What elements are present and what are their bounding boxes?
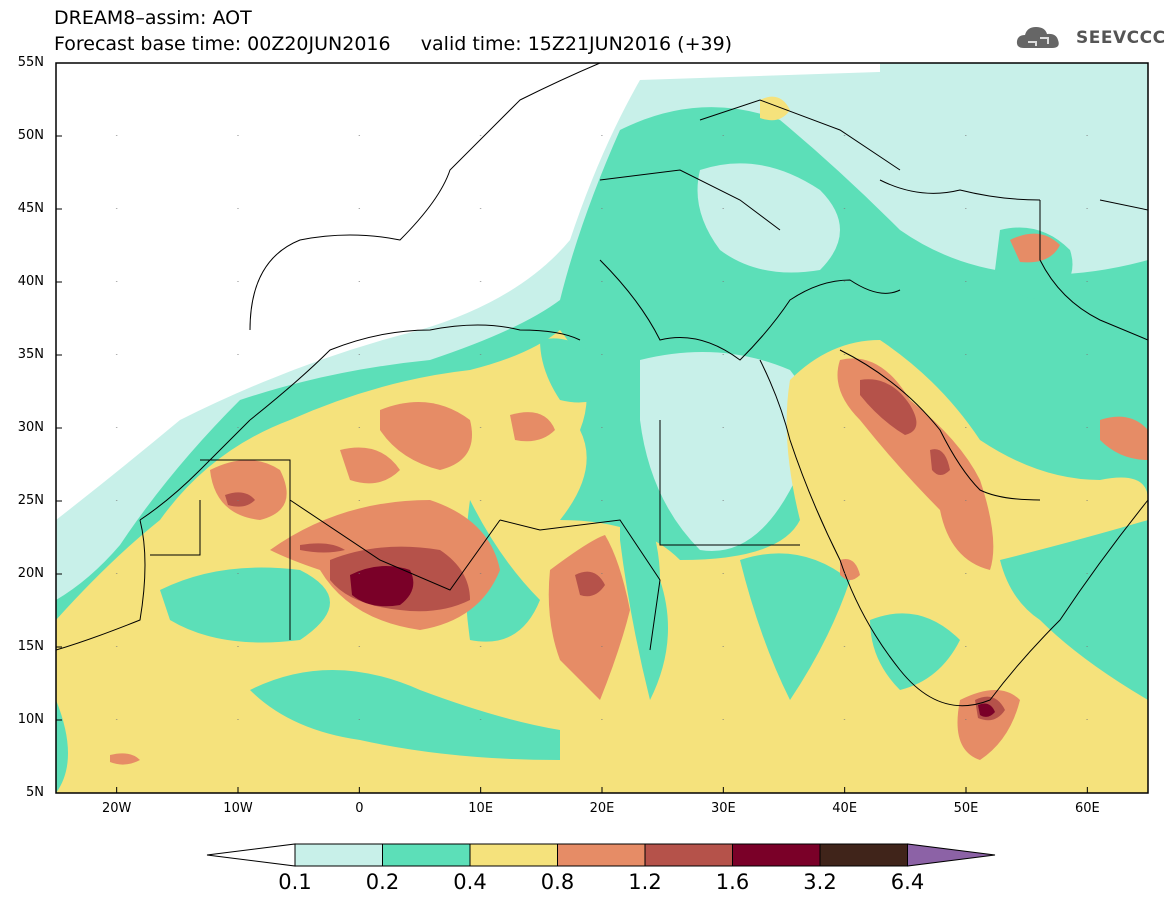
- colorbar-label: 0.4: [453, 870, 487, 894]
- colorbar-label: 0.8: [540, 870, 575, 894]
- lat-label: 5N: [26, 785, 44, 800]
- colorbar-label: 1.6: [715, 870, 750, 894]
- lat-label: 30N: [17, 420, 44, 435]
- lon-label: 10E: [468, 801, 494, 816]
- lat-label: 10N: [17, 712, 44, 727]
- cloud-icon: [1016, 27, 1059, 48]
- lon-label: 30E: [710, 801, 736, 816]
- colorbar-segment: [557, 843, 646, 867]
- colorbar-segment: [469, 843, 558, 867]
- colorbar-label: 6.4: [890, 870, 925, 894]
- colorbar-segment: [644, 843, 733, 867]
- lat-label: 45N: [17, 201, 44, 216]
- lon-label: 60E: [1074, 801, 1100, 816]
- lat-label: 20N: [17, 566, 44, 581]
- colorbar-segment: [382, 843, 471, 867]
- lat-label: 50N: [17, 128, 44, 143]
- colorbar-under-arrow: [206, 843, 296, 867]
- lat-label: 55N: [17, 55, 44, 70]
- axis-ticks: [56, 62, 1088, 794]
- colorbar-segment: [294, 843, 383, 867]
- lon-label: 0: [355, 801, 364, 816]
- lat-label: 15N: [17, 639, 44, 654]
- lon-label: 10W: [223, 801, 253, 816]
- lon-label: 50E: [953, 801, 979, 816]
- lon-label: 40E: [832, 801, 858, 816]
- colorbar-label: 1.2: [628, 870, 662, 894]
- lon-label: 20E: [589, 801, 615, 816]
- lat-label: 35N: [17, 347, 44, 362]
- colorbar-label: 3.2: [803, 870, 837, 894]
- colorbar-segment: [732, 843, 821, 867]
- lat-label: 25N: [17, 493, 44, 508]
- lon-label: 20W: [101, 801, 132, 816]
- lat-label: 40N: [17, 274, 44, 289]
- colorbar-label: 0.2: [365, 870, 400, 894]
- colorbar-segment: [819, 843, 908, 867]
- colorbar-label: 0.1: [278, 870, 312, 894]
- colorbar: [206, 843, 996, 867]
- map-title: DREAM8–assim: AOT: [54, 7, 252, 29]
- forecast-times: Forecast base time: 00Z20JUN2016 valid t…: [54, 33, 733, 55]
- colorbar-over-arrow: [907, 843, 996, 867]
- seevccc-logo: SEEVCCC: [1014, 22, 1165, 56]
